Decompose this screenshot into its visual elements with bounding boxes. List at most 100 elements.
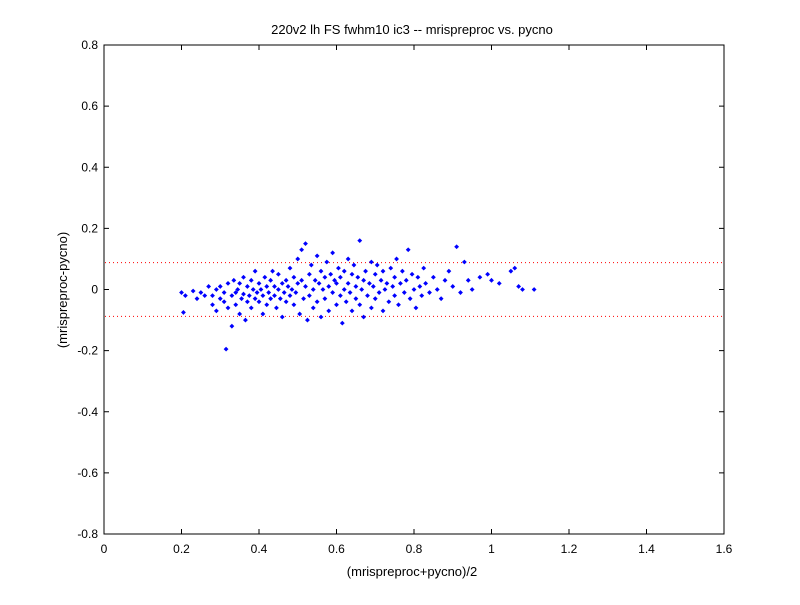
data-point [221,290,227,295]
x-tick-label: 0.6 [328,542,345,556]
data-point [454,244,460,250]
data-point [270,268,275,274]
data-point [370,284,376,289]
data-point [337,293,343,299]
data-point [312,277,318,283]
data-point [179,290,184,295]
data-point [244,284,250,289]
data-point [349,271,355,277]
data-point [324,259,330,265]
data-point [287,265,293,271]
data-point [314,299,320,305]
data-point [274,305,279,311]
data-point [419,293,425,299]
data-point [243,317,248,323]
data-point [318,314,324,320]
data-point [421,265,427,271]
data-point [190,288,196,294]
data-point [392,293,398,299]
data-point [303,241,308,247]
data-point [496,280,502,286]
data-point [310,287,316,292]
data-point [210,302,215,308]
data-point [516,284,522,289]
data-point [252,296,258,302]
data-point [407,296,413,302]
y-tick-label: -0.4 [77,405,98,419]
y-tick-label: -0.2 [77,344,98,358]
data-point [301,296,306,302]
data-point [411,287,417,292]
data-point [458,290,463,295]
data-point [489,277,494,283]
data-point [349,308,355,314]
data-point [392,274,398,280]
data-point [345,280,351,286]
data-point [241,274,246,280]
data-point [368,259,374,265]
data-point [258,287,264,292]
data-point [434,287,440,292]
data-point [305,317,310,323]
data-point [248,277,254,283]
data-point [334,302,339,308]
data-point [337,274,343,280]
data-point [353,284,359,289]
data-point [469,287,475,292]
x-tick-label: 0.4 [251,542,268,556]
data-point [368,305,374,311]
data-point [310,305,316,311]
data-point [293,290,299,295]
data-point [225,280,231,286]
data-point [357,302,363,308]
data-point [339,320,345,326]
data-point [390,284,396,289]
data-point [289,287,295,292]
data-point [353,296,359,302]
data-point [306,271,312,277]
data-point [465,277,471,283]
data-point [217,284,223,289]
data-point [281,290,287,295]
data-point [413,305,419,311]
y-tick-label: 0 [91,283,98,297]
data-point [260,311,266,317]
data-point [363,268,368,274]
data-point [427,290,432,295]
y-tick-label: 0.6 [81,99,98,113]
data-point [378,277,384,283]
data-point [225,305,231,311]
data-point [330,290,336,295]
data-point [277,296,283,302]
data-point [461,259,467,265]
data-point [256,299,262,305]
y-tick-label: 0.8 [81,38,98,52]
data-point [202,293,208,299]
data-point [279,314,285,320]
x-tick-label: 1 [488,542,495,556]
x-tick-label: 0.8 [406,542,423,556]
x-tick-label: 1.2 [561,542,578,556]
data-point [248,305,254,311]
data-point [376,290,382,295]
data-point [399,268,405,274]
data-point [206,284,212,289]
data-point [332,277,337,283]
data-point [266,290,272,295]
data-point [508,268,514,274]
data-point [285,284,291,289]
data-point [308,262,314,268]
y-tick-label: 0.4 [81,160,98,174]
data-point [423,280,429,286]
data-point [181,310,186,315]
data-point [283,299,289,305]
data-point [380,268,386,274]
data-point [256,280,262,286]
data-point [322,274,328,280]
data-point [254,290,260,295]
data-point [213,308,219,314]
data-point [318,268,324,274]
x-tick-label: 1.6 [716,542,733,556]
data-point [355,274,361,280]
